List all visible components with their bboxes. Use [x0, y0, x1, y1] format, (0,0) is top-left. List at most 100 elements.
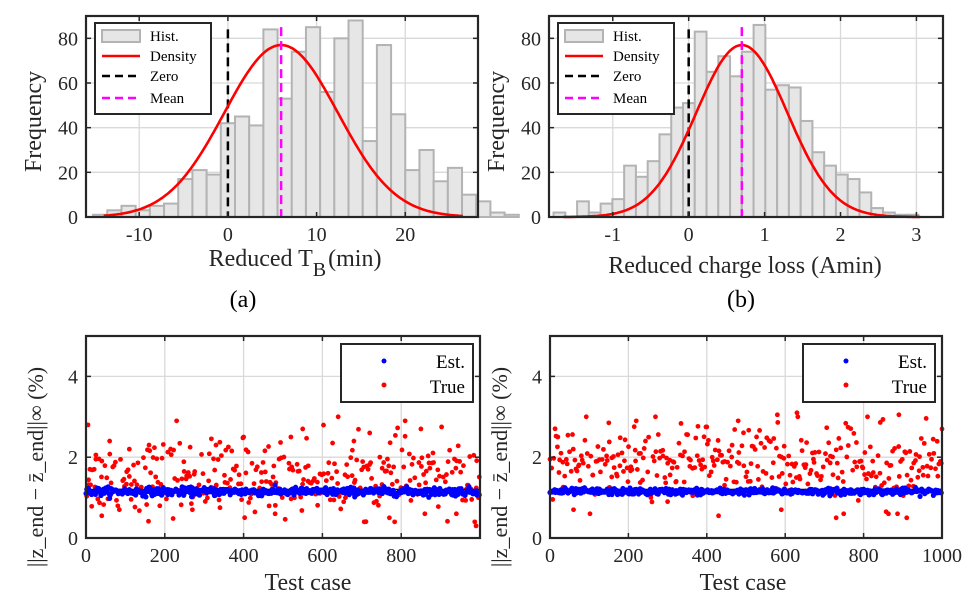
true-point [142, 465, 148, 471]
y-tick-label: 80 [521, 28, 541, 50]
histogram-bar [276, 97, 293, 218]
true-point [867, 444, 873, 450]
true-point [236, 472, 242, 478]
true-point [389, 481, 395, 487]
x-tick-label: -10 [126, 224, 153, 246]
true-point [754, 434, 759, 440]
true-point [850, 467, 856, 473]
true-point [729, 454, 735, 460]
true-point [126, 474, 132, 479]
true-point [174, 418, 180, 424]
true-point [854, 440, 859, 445]
true-point [694, 453, 700, 459]
true-point [146, 518, 151, 524]
true-point [860, 465, 866, 471]
true-point [798, 437, 804, 443]
true-point [401, 464, 407, 470]
true-point [706, 473, 712, 479]
true-point [247, 495, 253, 501]
true-point [578, 453, 584, 459]
true-point [739, 443, 745, 449]
true-point [259, 479, 265, 485]
true-point [917, 454, 922, 460]
true-point [662, 475, 668, 480]
true-point [563, 457, 569, 462]
legend-label: Density [150, 49, 197, 65]
true-point [794, 410, 800, 416]
x-tick-label: 200 [150, 545, 180, 567]
true-point [104, 475, 110, 481]
true-point [408, 498, 414, 503]
true-point [660, 447, 666, 453]
est-point [272, 482, 278, 488]
true-point [175, 478, 180, 483]
true-point [604, 458, 610, 463]
x-axis-label: Test case [700, 570, 787, 596]
true-point [386, 515, 392, 521]
true-point [665, 499, 670, 505]
true-point [91, 466, 97, 472]
true-point [395, 425, 401, 431]
legend-label: Hist. [613, 29, 642, 45]
true-point [349, 447, 355, 453]
true-point [674, 464, 680, 470]
true-point [115, 503, 121, 509]
true-point [249, 460, 255, 466]
true-point [363, 519, 369, 525]
true-point [921, 440, 927, 446]
axes-box [84, 14, 480, 219]
true-point [299, 508, 305, 513]
x-tick-label: 800 [386, 545, 416, 567]
true-point [785, 461, 790, 467]
true-point [818, 473, 824, 479]
true-point [708, 469, 714, 475]
true-point [126, 446, 132, 452]
true-point [469, 497, 475, 502]
true-point [352, 477, 358, 483]
x-tick-label: 0 [545, 545, 555, 567]
true-point [671, 459, 677, 465]
true-point [411, 455, 416, 461]
true-point [439, 424, 445, 430]
legend-label: Est. [898, 352, 927, 373]
x-tick-label: 600 [770, 545, 800, 567]
true-point [187, 444, 193, 450]
true-point [595, 444, 601, 449]
scatter-test-case-a: 0 200 400 600 800 0 2 4 Est. True Test case ||z_end… [23, 334, 482, 596]
true-point [181, 469, 187, 474]
true-point [263, 479, 269, 484]
true-point [716, 513, 721, 519]
y-axis-label: Frequency [484, 71, 510, 172]
true-point [895, 511, 900, 517]
true-point [99, 458, 105, 464]
true-point [431, 460, 436, 465]
true-point [406, 451, 412, 457]
true-point [929, 456, 934, 462]
true-point [272, 511, 278, 517]
true-point [622, 458, 627, 464]
true-point [329, 475, 335, 481]
true-point [212, 467, 218, 473]
est-point [143, 494, 149, 500]
true-point [386, 463, 392, 469]
true-point [555, 434, 561, 440]
x-tick-label: 10 [307, 224, 327, 246]
true-point [811, 459, 817, 465]
true-point [820, 464, 826, 470]
true-point [884, 460, 890, 466]
true-point [345, 474, 351, 480]
histogram-reduced-charge-loss: -1 0 1 2 3 0 20 40 60 80 Hist. Density Zero Mean Frequ… [484, 14, 945, 279]
true-point [425, 453, 431, 459]
true-point [445, 459, 451, 465]
legend-label: True [430, 377, 465, 398]
true-point [419, 464, 424, 469]
true-point [804, 440, 810, 445]
true-point [402, 433, 408, 439]
true-point [407, 478, 413, 483]
true-point [774, 412, 780, 418]
true-point [331, 497, 337, 503]
true-point [278, 440, 283, 445]
true-point [213, 442, 219, 448]
true-point [611, 454, 616, 459]
